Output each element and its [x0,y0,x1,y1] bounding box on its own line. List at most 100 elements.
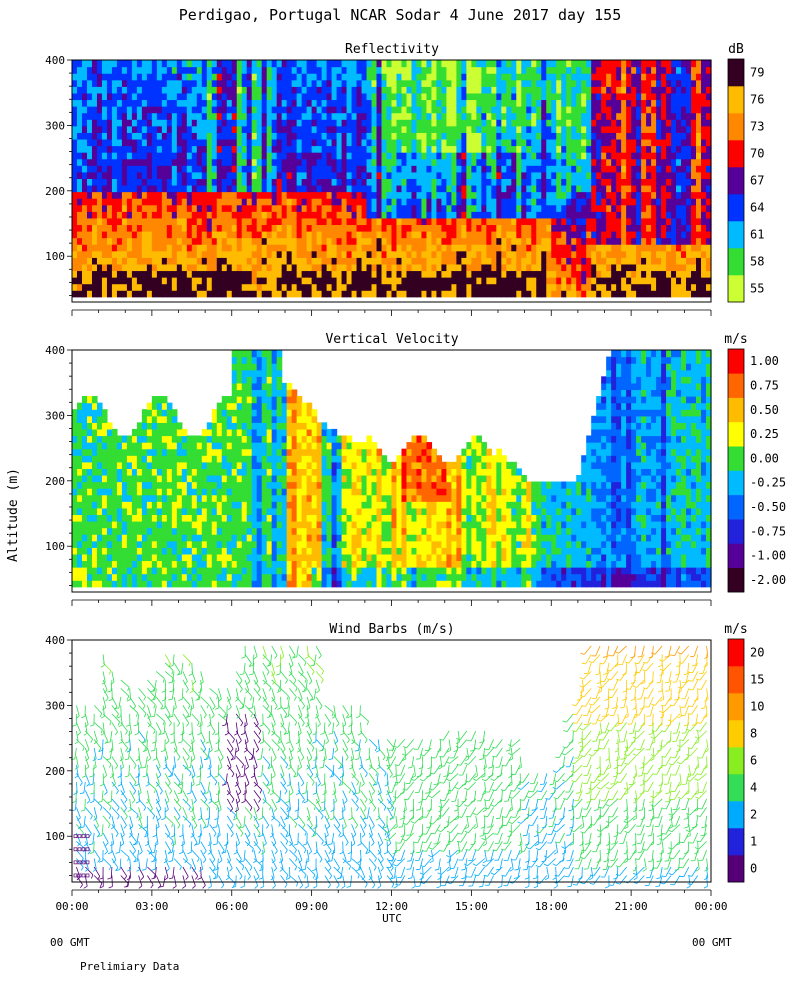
heatmap-cell [416,171,423,179]
heatmap-cell [221,145,228,153]
heatmap-cell [496,158,502,166]
heatmap-cell [276,119,283,127]
heatmap-cell [91,224,98,232]
heatmap-cell [426,277,433,285]
heatmap-cell [636,244,642,252]
heatmap-cell [656,60,662,68]
heatmap-cell [531,211,537,219]
heatmap-cell [331,86,338,94]
heatmap-cell [486,290,492,298]
heatmap-cell [501,152,507,160]
heatmap-cell [506,79,512,87]
heatmap-cell [346,112,353,120]
heatmap-cell [266,99,273,107]
heatmap-cell [191,263,198,272]
heatmap-cell [701,145,707,153]
heatmap-cell [311,132,318,140]
heatmap-cell [226,79,233,87]
heatmap-cell [316,211,323,219]
heatmap-cell [246,79,253,87]
heatmap-cell [361,86,368,94]
heatmap-cell [141,99,148,107]
heatmap-cell [266,244,273,252]
heatmap-cell [246,204,253,212]
heatmap-cell [326,79,333,87]
heatmap-cell [496,99,502,107]
heatmap-cell [161,178,168,186]
heatmap-cell [641,270,647,278]
heatmap-cell [676,99,682,107]
heatmap-cell [441,211,448,219]
heatmap-cell [566,86,572,94]
heatmap-cell [261,277,268,285]
heatmap-cell [271,165,278,173]
heatmap-cell [386,73,393,81]
heatmap-cell [221,79,228,87]
heatmap-cell [111,60,118,68]
heatmap-cell [201,79,208,87]
heatmap-cell [616,250,622,258]
heatmap-cell [246,290,253,298]
heatmap-cell [191,290,198,298]
heatmap-cell [411,138,418,147]
heatmap-cell [701,224,707,232]
heatmap-cell [571,211,577,219]
heatmap-cell [386,60,393,68]
heatmap-cell [396,224,403,232]
heatmap-cell [121,560,128,568]
heatmap-cell [686,165,692,173]
heatmap-cell [611,184,617,193]
heatmap-cell [456,231,462,239]
heatmap-cell [616,178,622,186]
heatmap-cell [281,171,288,179]
heatmap-cell [96,204,103,212]
heatmap-cell [606,73,612,81]
heatmap-cell [661,250,667,258]
heatmap-cell [591,112,597,120]
heatmap-cell [276,106,283,114]
heatmap-cell [336,270,343,278]
heatmap-cell [81,171,88,179]
heatmap-cell [251,138,258,147]
heatmap-cell [151,237,158,245]
heatmap-cell [426,290,433,298]
heatmap-cell [486,138,492,147]
heatmap-cell [646,132,652,140]
heatmap-cell [431,132,438,140]
heatmap-cell [491,79,497,87]
heatmap-cell [246,211,253,219]
heatmap-cell [491,92,497,101]
heatmap-cell [161,263,168,272]
heatmap-cell [616,263,622,272]
heatmap-cell [76,468,83,476]
heatmap-cell [626,290,632,298]
heatmap-cell [156,165,163,173]
heatmap-cell [566,184,572,193]
heatmap-cell [76,112,83,120]
heatmap-cell [171,178,178,186]
heatmap-cell [136,158,143,166]
heatmap-cell [646,138,652,147]
heatmap-cell [96,152,103,160]
heatmap-cell [666,231,672,239]
heatmap-cell [111,171,118,179]
heatmap-cell [506,224,512,232]
heatmap-cell [72,547,78,555]
heatmap-cell [336,112,343,120]
heatmap-cell [616,106,622,114]
heatmap-cell [81,534,88,542]
heatmap-cell [671,290,677,298]
heatmap-cell [676,112,682,120]
heatmap-cell [491,125,497,133]
heatmap-cell [131,277,138,285]
heatmap-cell [176,191,183,199]
heatmap-cell [406,158,413,166]
heatmap-cell [151,79,158,87]
heatmap-cell [536,244,542,252]
heatmap-cell [646,257,652,265]
heatmap-cell [701,191,707,199]
heatmap-cell [296,198,303,206]
heatmap-cell [491,145,497,153]
heatmap-cell [446,138,452,147]
heatmap-cell [461,106,467,114]
